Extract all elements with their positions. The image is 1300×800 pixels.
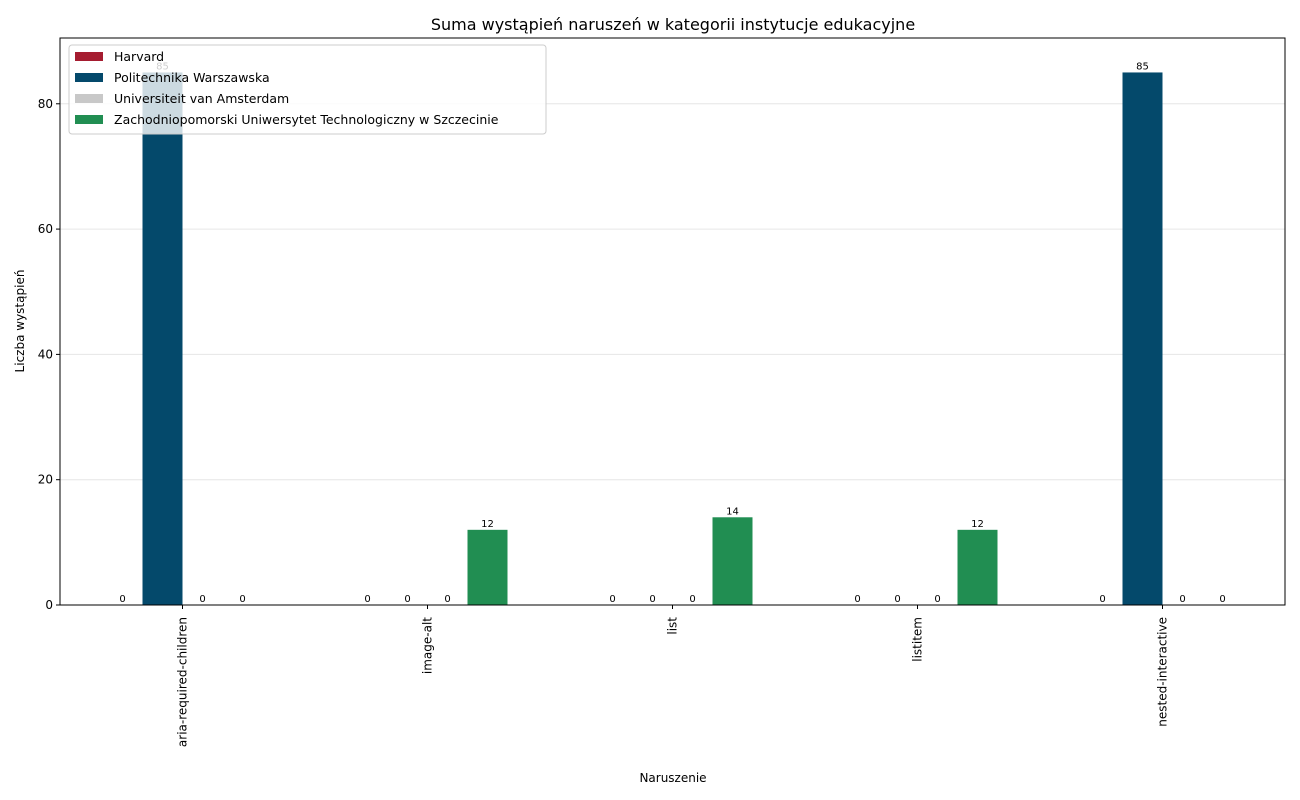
legend-box	[68, 44, 547, 135]
legend: Harvard Politechnika Warszawska Universite…	[68, 44, 547, 135]
x-axis-label: Naruszenie	[639, 771, 706, 785]
x-axis: aria-required-children image-alt list listi…	[176, 605, 1170, 747]
y-tick-label: 60	[38, 222, 53, 236]
y-tick-label: 40	[38, 347, 53, 361]
bar	[467, 529, 508, 605]
y-axis-label: Liczba wystąpień	[13, 270, 27, 373]
bar-value-label: 0	[404, 594, 410, 605]
bar-value-label: 12	[971, 519, 984, 530]
bar-value-label: 0	[649, 594, 655, 605]
chart-title: Suma wystąpień naruszeń w kategorii inst…	[431, 15, 915, 34]
bar-value-label: 0	[1219, 594, 1225, 605]
x-tick-label: image-alt	[421, 617, 435, 674]
gridlines	[60, 103, 1285, 606]
bar	[712, 517, 753, 605]
bar-value-labels: 0850000012000140001208500	[119, 61, 1225, 605]
y-tick-label: 80	[38, 97, 53, 111]
bar-value-label: 12	[481, 519, 494, 530]
bar-value-label: 0	[1179, 594, 1185, 605]
bar-value-label: 0	[689, 594, 695, 605]
x-tick-label: list	[666, 617, 680, 635]
legend-label: Zachodniopomorski Uniwersytet Technologi…	[114, 112, 499, 127]
legend-swatch	[75, 52, 103, 61]
bar	[957, 529, 998, 605]
bar-value-label: 0	[239, 594, 245, 605]
bar-value-label: 0	[444, 594, 450, 605]
y-axis: 0 20 40 60 80	[38, 97, 60, 612]
bar	[1122, 72, 1163, 606]
x-tick-label: aria-required-children	[176, 617, 190, 747]
x-tick-label: listitem	[911, 617, 925, 662]
bar-value-label: 85	[1136, 61, 1149, 72]
legend-label: Politechnika Warszawska	[114, 70, 270, 85]
bar-value-label: 0	[1099, 594, 1105, 605]
bar	[142, 72, 183, 606]
y-tick-label: 20	[38, 473, 53, 487]
legend-swatch	[75, 115, 103, 124]
bar-value-label: 0	[854, 594, 860, 605]
bars	[142, 72, 1163, 606]
legend-swatch	[75, 94, 103, 103]
bar-value-label: 0	[934, 594, 940, 605]
bar-value-label: 14	[726, 506, 739, 517]
bar-value-label: 0	[609, 594, 615, 605]
x-tick-label: nested-interactive	[1156, 617, 1170, 727]
bar-value-label: 0	[894, 594, 900, 605]
bar-value-label: 0	[119, 594, 125, 605]
bar-value-label: 0	[364, 594, 370, 605]
legend-label: Universiteit van Amsterdam	[114, 91, 289, 106]
bar-value-label: 0	[199, 594, 205, 605]
legend-swatch	[75, 73, 103, 82]
y-tick-label: 0	[45, 598, 53, 612]
legend-label: Harvard	[114, 49, 164, 64]
